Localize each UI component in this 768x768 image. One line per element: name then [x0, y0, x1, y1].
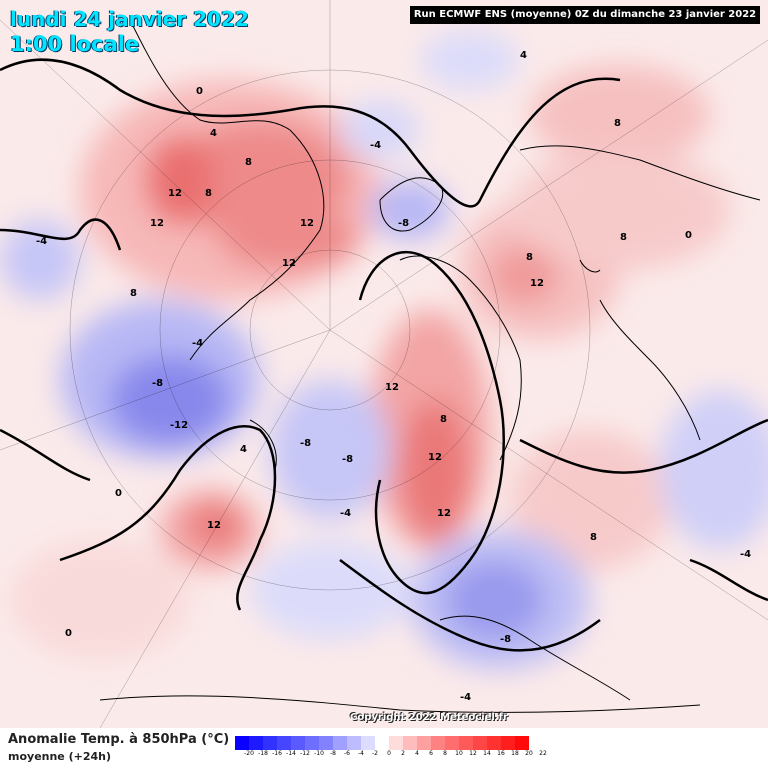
- legend-swatch: [389, 736, 403, 750]
- legend-tick: 6: [429, 750, 433, 757]
- legend-swatch: [459, 736, 473, 750]
- legend-swatch: [235, 736, 249, 750]
- map-label: 12: [300, 218, 314, 229]
- legend-swatch: [263, 736, 277, 750]
- parameter-title: Anomalie Temp. à 850hPa (°C): [8, 732, 230, 747]
- map-label: -12: [170, 420, 188, 431]
- legend-swatch: [501, 736, 515, 750]
- legend-swatch: [319, 736, 333, 750]
- legend-tick: 12: [469, 750, 477, 757]
- map-label: -4: [36, 236, 47, 247]
- map-label: 8: [620, 232, 627, 243]
- legend-tick: -20: [244, 750, 254, 757]
- legend-swatch: [473, 736, 487, 750]
- map-label: 4: [240, 444, 247, 455]
- legend-tick: -14: [286, 750, 296, 757]
- map-label: 8: [614, 118, 621, 129]
- anomaly-field: [0, 30, 768, 670]
- map-label: 8: [205, 188, 212, 199]
- map-label: -8: [500, 634, 511, 645]
- legend-tick: 16: [497, 750, 505, 757]
- map-label: 12: [428, 452, 442, 463]
- map-label: 8: [245, 157, 252, 168]
- map-label: -4: [340, 508, 351, 519]
- legend-color-scale: [235, 736, 550, 750]
- legend-tick: 18: [511, 750, 519, 757]
- map-label: 12: [207, 520, 221, 531]
- legend-tick: 14: [483, 750, 491, 757]
- legend-tick: 8: [443, 750, 447, 757]
- map-label: -4: [740, 549, 751, 560]
- legend-tick: -18: [258, 750, 268, 757]
- map-label: 8: [440, 414, 447, 425]
- map-label: -8: [300, 438, 311, 449]
- legend-tick: -6: [344, 750, 350, 757]
- legend-swatch: [361, 736, 375, 750]
- run-banner: Run ECMWF ENS (moyenne) 0Z du dimanche 2…: [410, 6, 760, 24]
- legend-tick: -16: [272, 750, 282, 757]
- map-label: 0: [196, 86, 203, 97]
- legend-tick: 2: [401, 750, 405, 757]
- legend-swatch: [445, 736, 459, 750]
- legend-swatch: [249, 736, 263, 750]
- map-label: 12: [385, 382, 399, 393]
- map-label: -4: [370, 140, 381, 151]
- forecast-time: 1:00 locale: [10, 32, 140, 56]
- copyright: Copyright 2022 Meteociel.fr: [350, 712, 508, 723]
- legend-swatch: [431, 736, 445, 750]
- map-label: -4: [192, 338, 203, 349]
- map-label: 4: [520, 50, 527, 61]
- map-label: -8: [398, 218, 409, 229]
- temperature-anomaly-map: 12 8 12 12 12 8 4 0 -8 -12 -4 12 8 -8 -8…: [0, 0, 768, 728]
- legend-tick: 4: [415, 750, 419, 757]
- map-label: 12: [150, 218, 164, 229]
- legend-swatch: [417, 736, 431, 750]
- parameter-subtitle: moyenne (+24h): [8, 750, 112, 763]
- map-label: 12: [437, 508, 451, 519]
- legend-tick: 10: [455, 750, 463, 757]
- legend-swatch: [291, 736, 305, 750]
- legend-tick: -12: [300, 750, 310, 757]
- legend-swatch: [375, 736, 389, 750]
- map-label: -8: [342, 454, 353, 465]
- map-label: 0: [685, 230, 692, 241]
- lat-lon-grid: [0, 0, 768, 728]
- value-labels: 12 8 12 12 12 8 4 0 -8 -12 -4 12 8 -8 -8…: [36, 50, 751, 703]
- legend-tick: 22: [539, 750, 547, 757]
- coastlines: [99, 19, 761, 713]
- legend-swatch: [347, 736, 361, 750]
- forecast-date: lundi 24 janvier 2022: [10, 7, 249, 31]
- map-label: 8: [590, 532, 597, 543]
- map-label: -8: [152, 378, 163, 389]
- map-label: 0: [65, 628, 72, 639]
- legend-tick-labels: -20 -18 -16 -14 -12 -10 -8 -6 -4 -2 0 2 4 6 8 10 12 14 16 1…: [242, 750, 550, 757]
- legend-swatch: [515, 736, 529, 750]
- legend-tick: 0: [387, 750, 391, 757]
- color-legend: -20 -18 -16 -14 -12 -10 -8 -6 -4 -2 0 2 4 6 8 10 12 14 16 1…: [235, 736, 550, 757]
- legend-tick: 20: [525, 750, 533, 757]
- legend-swatch: [305, 736, 319, 750]
- map-label: 8: [130, 288, 137, 299]
- legend-swatch: [333, 736, 347, 750]
- legend-swatch: [403, 736, 417, 750]
- map-label: -4: [460, 692, 471, 703]
- map-label: 12: [282, 258, 296, 269]
- legend-swatch: [277, 736, 291, 750]
- map-label: 12: [530, 278, 544, 289]
- legend-tick: -2: [372, 750, 378, 757]
- map-label: 12: [168, 188, 182, 199]
- legend-tick: -8: [330, 750, 336, 757]
- legend-swatch: [487, 736, 501, 750]
- legend-tick: -10: [314, 750, 324, 757]
- map-label: 8: [526, 252, 533, 263]
- legend-tick: -4: [358, 750, 364, 757]
- map-label: 0: [115, 488, 122, 499]
- zero-isotherm-lines: [0, 58, 768, 652]
- map-label: 4: [210, 128, 217, 139]
